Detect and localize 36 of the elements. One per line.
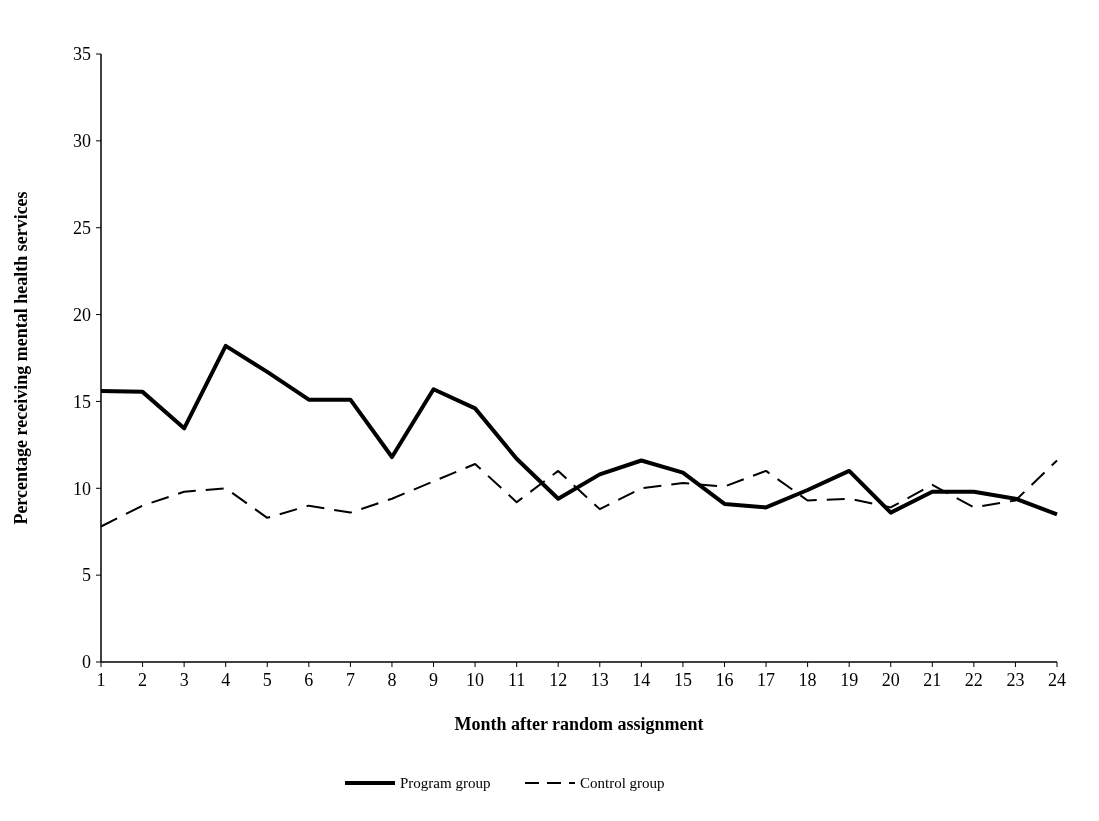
y-tick-label: 5 [82,565,91,586]
x-tick-label: 22 [964,670,983,690]
x-tick-label: 20 [881,670,900,690]
y-tick-label: 15 [73,391,91,412]
x-tick-label: 8 [387,670,397,690]
legend-label: Program group [400,775,491,792]
y-tick-label: 30 [73,131,91,152]
x-tick-label: 21 [923,670,942,690]
y-tick-label: 10 [73,478,91,499]
x-tick-label: 7 [345,670,355,690]
x-tick-label: 16 [715,670,734,690]
y-tick-label: 35 [73,44,91,65]
y-tick-label: 20 [73,304,91,325]
y-axis-title: Percentage receiving mental health services [11,191,31,525]
y-tick-label: 0 [82,652,91,673]
x-tick-label: 2 [138,670,148,690]
x-tick-label: 11 [507,670,526,690]
x-tick-label: 5 [262,670,272,690]
x-tick-label: 24 [1048,670,1066,690]
x-axis-title: Month after random assignment [454,714,704,734]
y-tick-label: 25 [73,218,91,239]
x-tick-label: 18 [798,670,817,690]
x-tick-label: 17 [757,670,776,690]
x-tick-label: 12 [549,670,568,690]
x-tick-label: 14 [632,670,651,690]
x-tick-label: 1 [96,670,106,690]
x-tick-label: 15 [673,670,692,690]
legend-label: Control group [580,775,665,792]
x-tick-label: 9 [429,670,439,690]
x-tick-label: 19 [840,670,859,690]
x-tick-label: 3 [179,670,189,690]
x-tick-label: 6 [304,670,314,690]
x-tick-label: 23 [1006,670,1025,690]
x-tick-label: 10 [466,670,485,690]
x-tick-label: 13 [590,670,609,690]
x-tick-label: 4 [221,670,231,690]
